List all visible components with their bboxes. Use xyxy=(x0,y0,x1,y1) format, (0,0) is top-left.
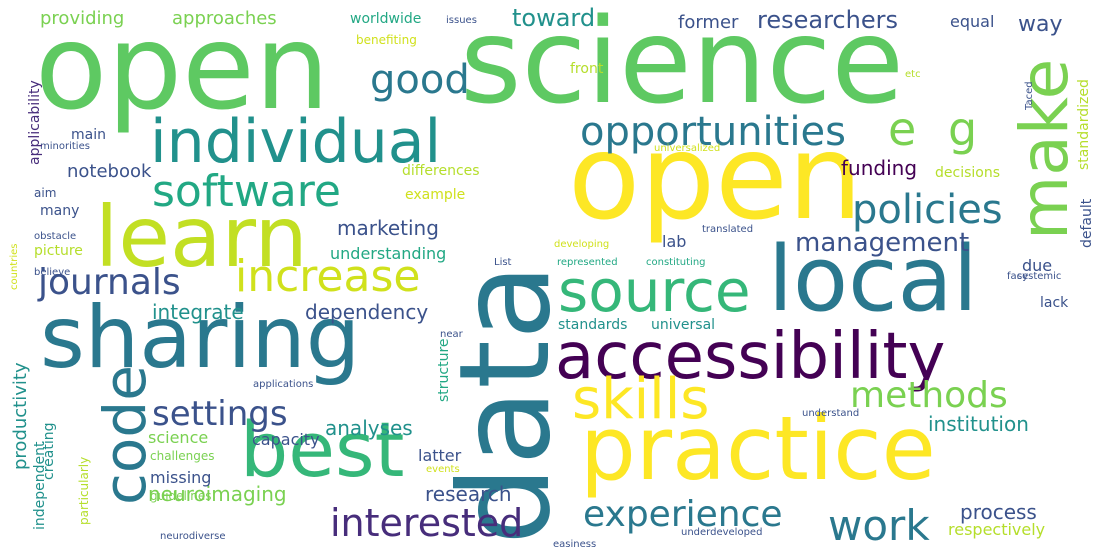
cloud-word: neuroimaging xyxy=(148,482,287,506)
cloud-word: benefiting xyxy=(356,33,417,47)
cloud-word: due xyxy=(1022,256,1053,275)
cloud-word: good xyxy=(370,57,470,103)
cloud-word: obstacle xyxy=(34,231,77,242)
cloud-word: applicability xyxy=(27,80,43,165)
cloud-word: funding xyxy=(841,156,918,180)
cloud-word: equal xyxy=(950,12,995,31)
cloud-word: underdeveloped xyxy=(681,527,763,538)
cloud-word: settings xyxy=(152,394,288,434)
cloud-word: translated xyxy=(702,224,754,235)
cloud-word: developing xyxy=(554,239,610,250)
cloud-word: providing xyxy=(40,8,125,29)
cloud-word: standards xyxy=(558,317,628,333)
cloud-word: work xyxy=(828,501,930,550)
cloud-word: journals xyxy=(38,262,181,303)
cloud-word: opportunities xyxy=(580,109,846,155)
cloud-word: source xyxy=(558,257,751,325)
cloud-word: challenges xyxy=(150,449,215,463)
cloud-word: e xyxy=(888,102,917,156)
cloud-word: many xyxy=(40,203,80,219)
cloud-word: default xyxy=(1079,198,1095,248)
cloud-word: individual xyxy=(150,107,442,177)
cloud-word: particularly xyxy=(77,456,91,525)
cloud-word: toward xyxy=(512,4,596,32)
cloud-word: aim xyxy=(34,186,57,200)
cloud-word: represented xyxy=(557,257,618,268)
cloud-word: science xyxy=(148,428,209,447)
cloud-word: independent xyxy=(32,441,48,531)
cloud-word: events xyxy=(426,464,460,475)
cloud-word: structure xyxy=(436,338,452,402)
cloud-word: process xyxy=(960,500,1037,524)
cloud-word: face xyxy=(1007,271,1029,282)
cloud-word: near xyxy=(440,329,463,340)
cloud-word: constituting xyxy=(646,257,706,268)
cloud-word: marketing xyxy=(337,216,439,240)
cloud-word: sharing xyxy=(40,288,361,388)
cloud-word: approaches xyxy=(172,8,277,29)
cloud-word: picture xyxy=(34,243,83,259)
cloud-word: practice xyxy=(580,397,936,500)
cloud-word: capacity xyxy=(252,430,320,449)
cloud-word: example xyxy=(405,187,466,203)
cloud-word: Taced xyxy=(1024,81,1035,110)
cloud-word: universal xyxy=(651,317,716,333)
cloud-word: g xyxy=(948,102,978,156)
cloud-word: standardized xyxy=(1076,79,1092,170)
cloud-word: understanding xyxy=(330,244,447,263)
cloud-word: differences xyxy=(402,163,480,179)
cloud-word: research xyxy=(425,482,512,506)
cloud-word: open xyxy=(35,0,330,136)
cloud-word: integrate xyxy=(152,300,244,324)
cloud-word: issues xyxy=(446,15,477,26)
cloud-word: learn xyxy=(95,188,308,286)
cloud-word: worldwide xyxy=(350,11,422,27)
cloud-word: increase xyxy=(235,251,421,302)
cloud-word: productivity xyxy=(10,362,31,470)
cloud-word: notebook xyxy=(67,161,152,182)
cloud-word: etc xyxy=(905,69,921,80)
cloud-word: lack xyxy=(1040,295,1069,311)
cloud-word: methods xyxy=(850,375,1008,416)
cloud-word: universalized xyxy=(654,143,721,154)
cloud-word: local xyxy=(768,227,978,332)
cloud-word: understand xyxy=(802,408,860,419)
cloud-word: analyses xyxy=(325,416,413,440)
cloud-word: believe xyxy=(34,267,71,278)
cloud-word: researchers xyxy=(757,6,898,34)
cloud-word: easiness xyxy=(553,539,597,550)
cloud-word: main xyxy=(71,127,106,143)
cloud-word: decisions xyxy=(935,165,1001,181)
cloud-word: systemic xyxy=(1017,271,1062,282)
cloud-word: open xyxy=(568,108,863,246)
cloud-word: countries xyxy=(9,243,20,290)
cloud-word: institution xyxy=(928,412,1029,436)
cloud-word: guidelines xyxy=(150,489,212,503)
cloud-word: dependency xyxy=(305,300,429,324)
cloud-word: lab xyxy=(662,232,687,251)
cloud-word: missing xyxy=(150,468,212,487)
cloud-word: neurodiverse xyxy=(160,531,226,542)
cloud-word: accessibility xyxy=(555,320,946,394)
cloud-word: way xyxy=(1018,12,1063,37)
cloud-word: minorities xyxy=(40,141,90,152)
cloud-word: applications xyxy=(253,379,314,390)
cloud-word: respectively xyxy=(948,520,1046,539)
cloud-word: best xyxy=(240,405,405,494)
cloud-word: management xyxy=(795,228,970,258)
cloud-word: make xyxy=(1006,58,1083,240)
cloud-word: List xyxy=(494,257,512,268)
cloud-word: software xyxy=(152,166,341,217)
cloud-word: science xyxy=(460,0,904,130)
cloud-word: latter xyxy=(418,446,462,465)
cloud-word: former xyxy=(678,12,739,33)
cloud-word: interested xyxy=(330,501,524,545)
cloud-word: skills xyxy=(572,367,710,432)
cloud-word: policies xyxy=(852,187,1003,233)
cloud-word: front xyxy=(570,61,604,77)
cloud-word: experience xyxy=(583,494,783,535)
cloud-word: code xyxy=(91,365,159,505)
